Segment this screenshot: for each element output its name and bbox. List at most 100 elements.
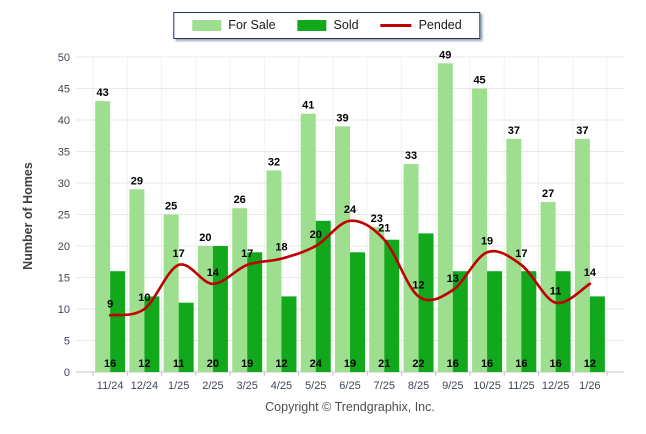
for-sale-value-label: 39 — [336, 112, 348, 124]
copyright: Copyright © Trendgraphix, Inc. — [265, 400, 435, 414]
legend-item-pended: Pended — [380, 19, 462, 32]
pended-value-label: 24 — [344, 204, 357, 216]
x-tick-label: 9/25 — [442, 380, 463, 392]
for-sale-bar — [266, 170, 282, 372]
for-sale-value-label: 26 — [234, 194, 246, 206]
sold-bar — [418, 233, 434, 372]
sold-bar — [281, 296, 297, 372]
sold-bar — [384, 239, 400, 372]
sold-value-label: 11 — [173, 358, 185, 370]
sold-bar — [110, 271, 126, 372]
y-tick-label: 40 — [58, 115, 70, 127]
x-tick-label: 11/25 — [508, 380, 535, 392]
sold-value-label: 24 — [310, 358, 323, 370]
sold-value-label: 16 — [447, 358, 459, 370]
sold-swatch — [297, 20, 327, 31]
sold-bar — [144, 296, 160, 372]
pended-value-label: 10 — [138, 292, 150, 304]
x-tick-label: 12/25 — [542, 380, 570, 392]
for-sale-value-label: 25 — [165, 201, 177, 213]
sold-value-label: 16 — [549, 358, 561, 370]
for-sale-swatch — [192, 20, 222, 31]
sold-bar — [555, 271, 571, 372]
x-tick-label: 1/25 — [168, 380, 189, 392]
y-tick-label: 10 — [58, 304, 70, 316]
sold-bar — [315, 220, 331, 372]
sold-value-label: 12 — [138, 358, 150, 370]
for-sale-bar — [369, 227, 385, 372]
y-tick-label: 25 — [58, 210, 70, 222]
y-tick-label: 0 — [64, 367, 70, 379]
for-sale-value-label: 45 — [473, 75, 485, 87]
y-tick-label: 5 — [64, 336, 70, 348]
sold-value-label: 22 — [412, 358, 424, 370]
x-tick-label: 7/25 — [374, 380, 395, 392]
x-tick-label: 11/24 — [97, 380, 124, 392]
for-sale-value-label: 33 — [405, 150, 417, 162]
x-tick-label: 6/25 — [339, 380, 360, 392]
for-sale-value-label: 41 — [302, 100, 314, 112]
sold-value-label: 12 — [584, 358, 596, 370]
sold-value-label: 21 — [378, 358, 390, 370]
for-sale-value-label: 49 — [439, 49, 451, 61]
sold-bar — [178, 302, 194, 372]
sold-bar — [487, 271, 503, 372]
for-sale-bar — [163, 214, 179, 372]
sold-value-label: 19 — [344, 358, 356, 370]
pended-value-label: 17 — [241, 248, 253, 260]
legend: For Sale Sold Pended — [173, 12, 481, 39]
sold-bar — [247, 252, 263, 372]
pended-value-label: 18 — [275, 242, 287, 254]
y-tick-label: 50 — [58, 52, 70, 64]
x-tick-label: 4/25 — [271, 380, 292, 392]
x-tick-label: 3/25 — [236, 380, 257, 392]
pended-value-label: 14 — [207, 267, 220, 279]
legend-label-for-sale: For Sale — [228, 18, 276, 32]
for-sale-bar — [129, 189, 145, 372]
pended-value-label: 20 — [310, 229, 322, 241]
pended-value-label: 21 — [378, 223, 390, 235]
legend-label-sold: Sold — [333, 18, 359, 32]
for-sale-value-label: 37 — [508, 125, 520, 137]
pended-value-label: 12 — [412, 279, 424, 291]
for-sale-value-label: 23 — [371, 213, 383, 225]
for-sale-bar — [574, 138, 590, 372]
sold-value-label: 12 — [275, 358, 287, 370]
pended-value-label: 14 — [584, 267, 597, 279]
for-sale-value-label: 37 — [576, 125, 588, 137]
for-sale-value-label: 29 — [131, 175, 143, 187]
pended-value-label: 11 — [550, 286, 562, 298]
sold-value-label: 20 — [207, 358, 219, 370]
for-sale-value-label: 20 — [199, 232, 211, 244]
y-tick-label: 35 — [58, 147, 70, 159]
for-sale-value-label: 27 — [542, 188, 554, 200]
y-tick-label: 30 — [58, 178, 70, 190]
for-sale-bar — [335, 126, 350, 372]
x-tick-label: 10/25 — [473, 380, 501, 392]
for-sale-bar — [403, 164, 419, 372]
pended-value-label: 17 — [173, 248, 185, 260]
pended-value-label: 17 — [515, 248, 527, 260]
sold-bar — [589, 296, 605, 372]
legend-item-sold: Sold — [297, 18, 359, 32]
y-tick-label: 15 — [58, 273, 70, 285]
for-sale-bar — [300, 113, 316, 372]
x-tick-label: 12/24 — [131, 380, 159, 392]
for-sale-bar — [540, 201, 556, 372]
for-sale-bar — [437, 63, 453, 373]
x-tick-label: 5/25 — [305, 380, 326, 392]
for-sale-value-label: 43 — [97, 87, 109, 99]
sold-bar — [521, 271, 537, 372]
y-tick-label: 20 — [58, 241, 70, 253]
pended-line-swatch — [380, 24, 412, 27]
x-tick-label: 8/25 — [408, 380, 429, 392]
y-tick-label: 45 — [58, 84, 70, 96]
x-tick-label: 2/25 — [202, 380, 223, 392]
for-sale-value-label: 32 — [268, 156, 280, 168]
pended-value-label: 13 — [447, 273, 459, 285]
sold-bar — [350, 252, 365, 372]
for-sale-bar — [197, 246, 213, 372]
legend-item-for-sale: For Sale — [192, 18, 276, 32]
